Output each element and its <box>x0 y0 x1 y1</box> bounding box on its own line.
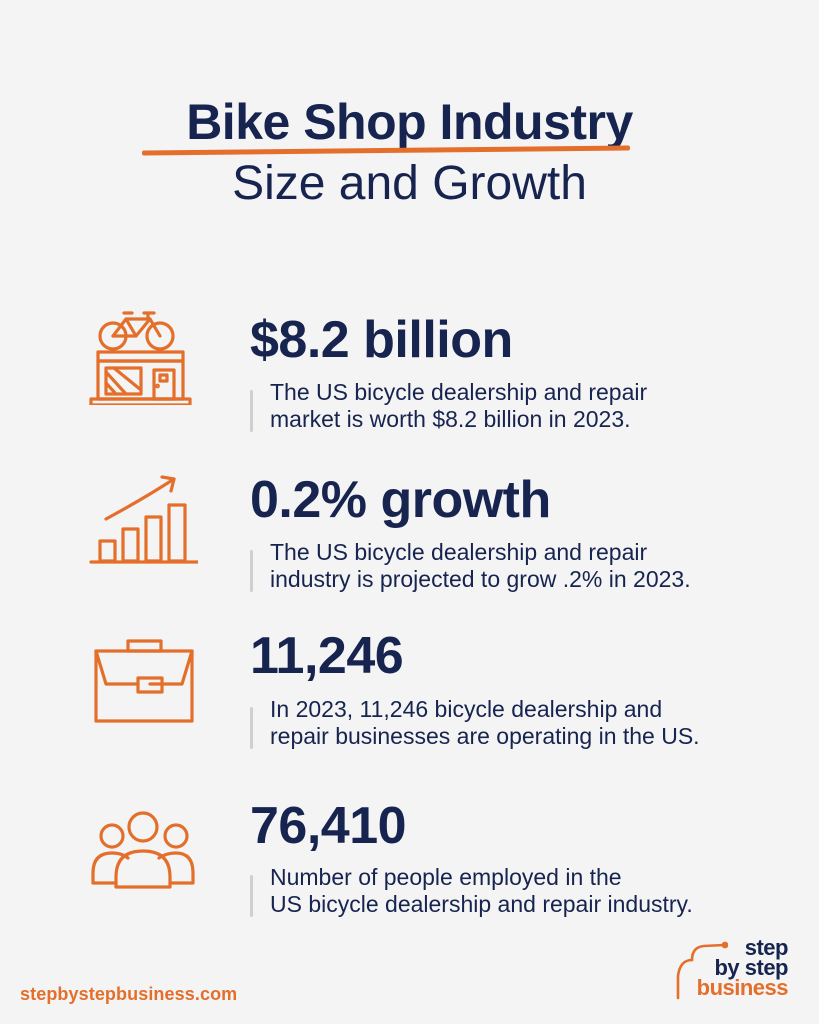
divider-bar <box>250 707 253 749</box>
stat-description-line: In 2023, 11,246 bicycle dealership and <box>270 696 663 722</box>
brand-logo: step by step business <box>668 936 798 1002</box>
stat-description: In 2023, 11,246 bicycle dealership and r… <box>270 696 700 750</box>
stat-description-line: Number of people employed in the <box>270 864 622 890</box>
logo-text-step: step <box>744 935 789 960</box>
footer-website-link[interactable]: stepbystepbusiness.com <box>20 984 238 1004</box>
divider-bar <box>250 550 253 592</box>
growth-chart-icon <box>88 467 200 567</box>
stat-description: Number of people employed in the US bicy… <box>270 864 693 918</box>
stat-description-line: market is worth $8.2 billion in 2023. <box>270 406 631 432</box>
stat-business-count: 11,246 In 2023, 11,246 bicycle dealershi… <box>0 627 819 780</box>
divider-bar <box>250 390 253 432</box>
stat-description: The US bicycle dealership and repair ind… <box>270 539 691 593</box>
stat-description: The US bicycle dealership and repair mar… <box>270 379 647 433</box>
logo-swoosh-icon <box>676 941 728 1000</box>
stat-description-line: industry is projected to grow .2% in 202… <box>270 566 691 592</box>
stat-value: 11,246 <box>250 627 404 685</box>
stat-market-size: $8.2 billion The US bicycle dealership a… <box>0 305 819 455</box>
people-group-icon <box>88 805 198 905</box>
stat-employment: 76,410 Number of people employed in the … <box>0 795 819 945</box>
stat-description-line: The US bicycle dealership and repair <box>270 539 648 565</box>
stat-growth: 0.2% growth The US bicycle dealership an… <box>0 467 819 617</box>
page-title: Bike Shop Industry <box>186 94 633 150</box>
title-block: Bike Shop Industry Size and Growth <box>0 92 819 212</box>
stat-description-line: US bicycle dealership and repair industr… <box>270 891 693 917</box>
stat-value: $8.2 billion <box>250 311 513 369</box>
bike-shop-icon <box>88 305 198 407</box>
briefcase-icon <box>88 636 198 736</box>
stat-value: 76,410 <box>250 797 407 855</box>
logo-text-business: business <box>696 975 789 1000</box>
stat-value: 0.2% growth <box>250 471 551 529</box>
divider-bar <box>250 875 253 917</box>
page-subtitle: Size and Growth <box>232 157 587 210</box>
stat-description-line: The US bicycle dealership and repair <box>270 379 648 405</box>
stat-description-line: repair businesses are operating in the U… <box>270 723 700 749</box>
logo-text-by-step: by step <box>714 955 788 980</box>
